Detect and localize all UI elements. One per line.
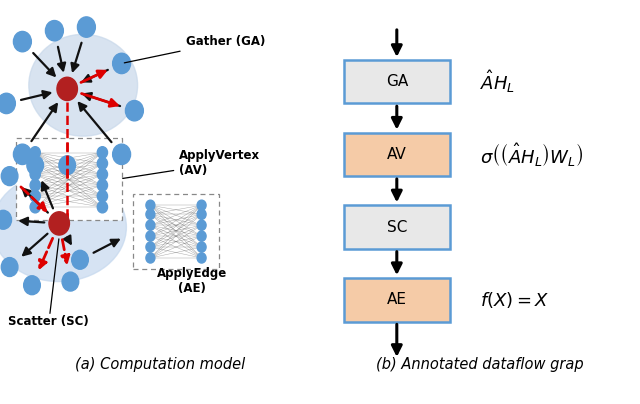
Circle shape xyxy=(146,200,155,210)
Circle shape xyxy=(0,93,15,114)
Text: Scatter (SC): Scatter (SC) xyxy=(8,315,88,328)
Circle shape xyxy=(197,253,206,263)
FancyBboxPatch shape xyxy=(344,60,450,103)
Circle shape xyxy=(24,276,40,295)
Circle shape xyxy=(97,190,108,202)
Text: SC: SC xyxy=(387,219,407,235)
Circle shape xyxy=(97,201,108,213)
Text: (b) Annotated dataflow grap: (b) Annotated dataflow grap xyxy=(376,358,584,372)
Circle shape xyxy=(30,168,40,180)
Ellipse shape xyxy=(0,173,127,282)
Circle shape xyxy=(62,272,79,291)
Text: Gather (GA): Gather (GA) xyxy=(124,35,265,63)
Circle shape xyxy=(30,179,40,191)
Text: ApplyEdge
(AE): ApplyEdge (AE) xyxy=(157,267,227,295)
Circle shape xyxy=(72,250,88,269)
Circle shape xyxy=(13,32,31,52)
Ellipse shape xyxy=(29,34,138,136)
Circle shape xyxy=(197,220,206,230)
Text: $f(X) = X$: $f(X) = X$ xyxy=(480,290,550,310)
Circle shape xyxy=(97,147,108,158)
Circle shape xyxy=(113,144,131,164)
Circle shape xyxy=(30,201,40,213)
Text: GA: GA xyxy=(386,74,408,89)
FancyBboxPatch shape xyxy=(344,133,450,176)
Circle shape xyxy=(30,147,40,158)
Circle shape xyxy=(146,220,155,230)
Circle shape xyxy=(197,231,206,241)
FancyBboxPatch shape xyxy=(133,194,219,269)
Circle shape xyxy=(125,101,143,121)
Circle shape xyxy=(197,209,206,219)
Circle shape xyxy=(1,167,18,185)
Circle shape xyxy=(1,258,18,276)
Circle shape xyxy=(27,156,44,175)
FancyBboxPatch shape xyxy=(16,138,122,220)
Circle shape xyxy=(13,144,31,164)
Circle shape xyxy=(146,231,155,241)
Circle shape xyxy=(97,179,108,191)
Text: AE: AE xyxy=(387,292,407,307)
Circle shape xyxy=(30,158,40,169)
Circle shape xyxy=(0,210,12,229)
Text: AV: AV xyxy=(387,147,406,162)
Circle shape xyxy=(146,253,155,263)
Circle shape xyxy=(97,158,108,169)
Circle shape xyxy=(49,212,69,235)
Text: $\sigma\left(\left(\hat{A}H_L\right)W_L\right)$: $\sigma\left(\left(\hat{A}H_L\right)W_L\… xyxy=(480,141,583,168)
Circle shape xyxy=(197,200,206,210)
Circle shape xyxy=(146,209,155,219)
Circle shape xyxy=(30,190,40,202)
Text: $\hat{A}H_L$: $\hat{A}H_L$ xyxy=(480,68,515,95)
FancyBboxPatch shape xyxy=(344,205,450,249)
Circle shape xyxy=(45,21,63,41)
Circle shape xyxy=(197,242,206,252)
Circle shape xyxy=(97,168,108,180)
Text: ApplyVertex
(AV): ApplyVertex (AV) xyxy=(123,149,260,179)
Circle shape xyxy=(59,156,76,175)
Circle shape xyxy=(77,17,95,37)
FancyBboxPatch shape xyxy=(344,278,450,322)
Circle shape xyxy=(146,242,155,252)
Circle shape xyxy=(57,77,77,101)
Circle shape xyxy=(113,53,131,74)
Text: (a) Computation model: (a) Computation model xyxy=(75,358,245,372)
